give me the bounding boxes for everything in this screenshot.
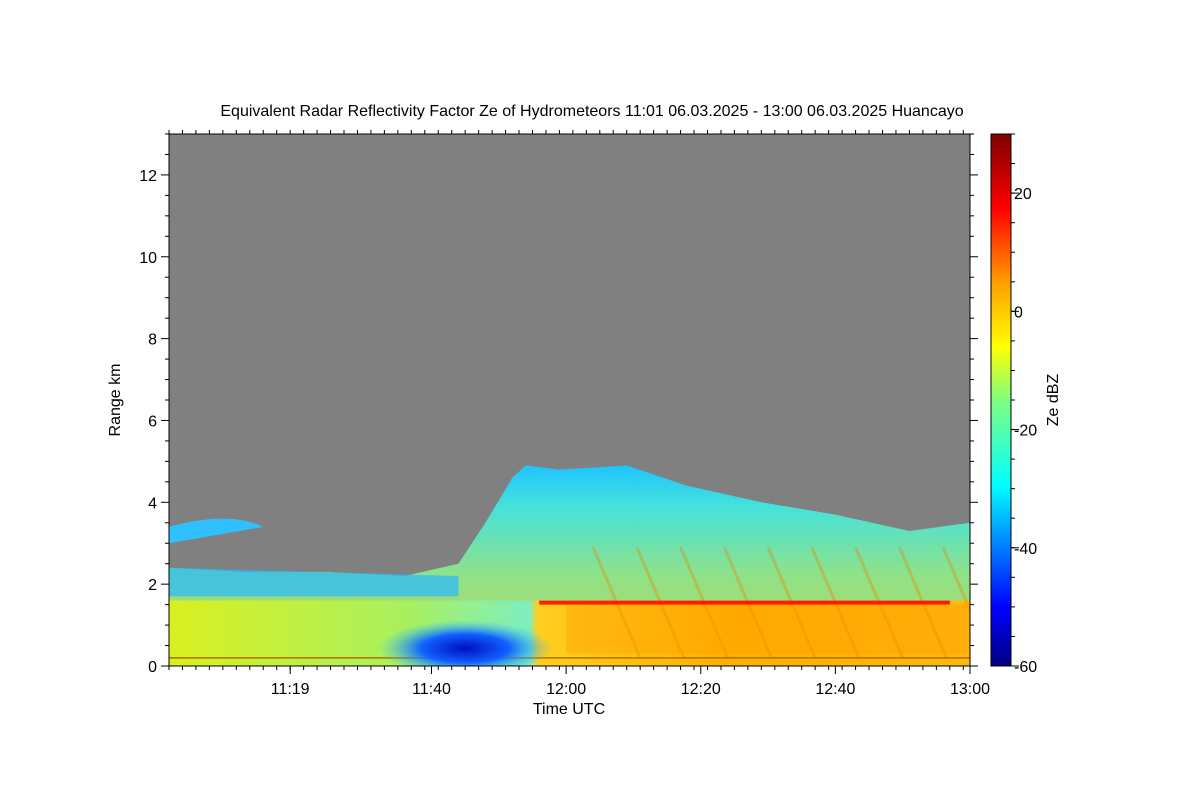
- lower-precipitation-field: [169, 600, 970, 666]
- fall-streak: [941, 546, 970, 615]
- upper-cloud-patch: [169, 518, 264, 544]
- y-tick-label: 8: [148, 332, 157, 349]
- x-tick-label: 11:40: [412, 681, 451, 698]
- y-tick-label: 6: [148, 413, 157, 430]
- x-tick-label: 12:40: [815, 681, 855, 698]
- colorbar-tick-label: 20: [1014, 186, 1032, 203]
- x-axis-label: Time UTC: [533, 701, 605, 718]
- x-tick-label: 13:00: [950, 681, 990, 698]
- precipitation-core: [566, 604, 970, 654]
- y-tick-label: 4: [148, 495, 157, 512]
- colorbar-label: Ze dBZ: [1045, 374, 1062, 427]
- colorbar-tick-label: -40: [1014, 541, 1037, 558]
- chart-title: Equivalent Radar Reflectivity Factor Ze …: [220, 103, 963, 120]
- y-tick-label: 0: [148, 659, 157, 676]
- low-cloud-top-band: [169, 567, 459, 597]
- x-tick-label: 11:19: [271, 681, 310, 698]
- colorbar-tick-label: -60: [1014, 659, 1037, 676]
- plot-area: [169, 134, 970, 666]
- y-tick-label: 10: [139, 250, 157, 267]
- reflectivity-field: [169, 465, 970, 666]
- x-tick-label: 12:00: [546, 681, 586, 698]
- x-tick-label: 12:20: [681, 681, 721, 698]
- weak-echo-region: [377, 616, 553, 666]
- y-axis-label: Range km: [107, 364, 124, 437]
- y-tick-label: 12: [139, 168, 157, 185]
- colorbar-tick-label: 0: [1014, 304, 1023, 321]
- colorbar: -60 -40 -20 0 20: [990, 133, 1037, 676]
- x-axis: 11:19 11:40 12:00 12:20 12:40 13:00: [168, 130, 990, 698]
- colorbar-gradient: [990, 133, 1012, 667]
- colorbar-tick-label: -20: [1014, 423, 1037, 440]
- y-axis: 0 2 4 6 8 10 12: [139, 133, 978, 676]
- y-tick-label: 2: [148, 577, 157, 594]
